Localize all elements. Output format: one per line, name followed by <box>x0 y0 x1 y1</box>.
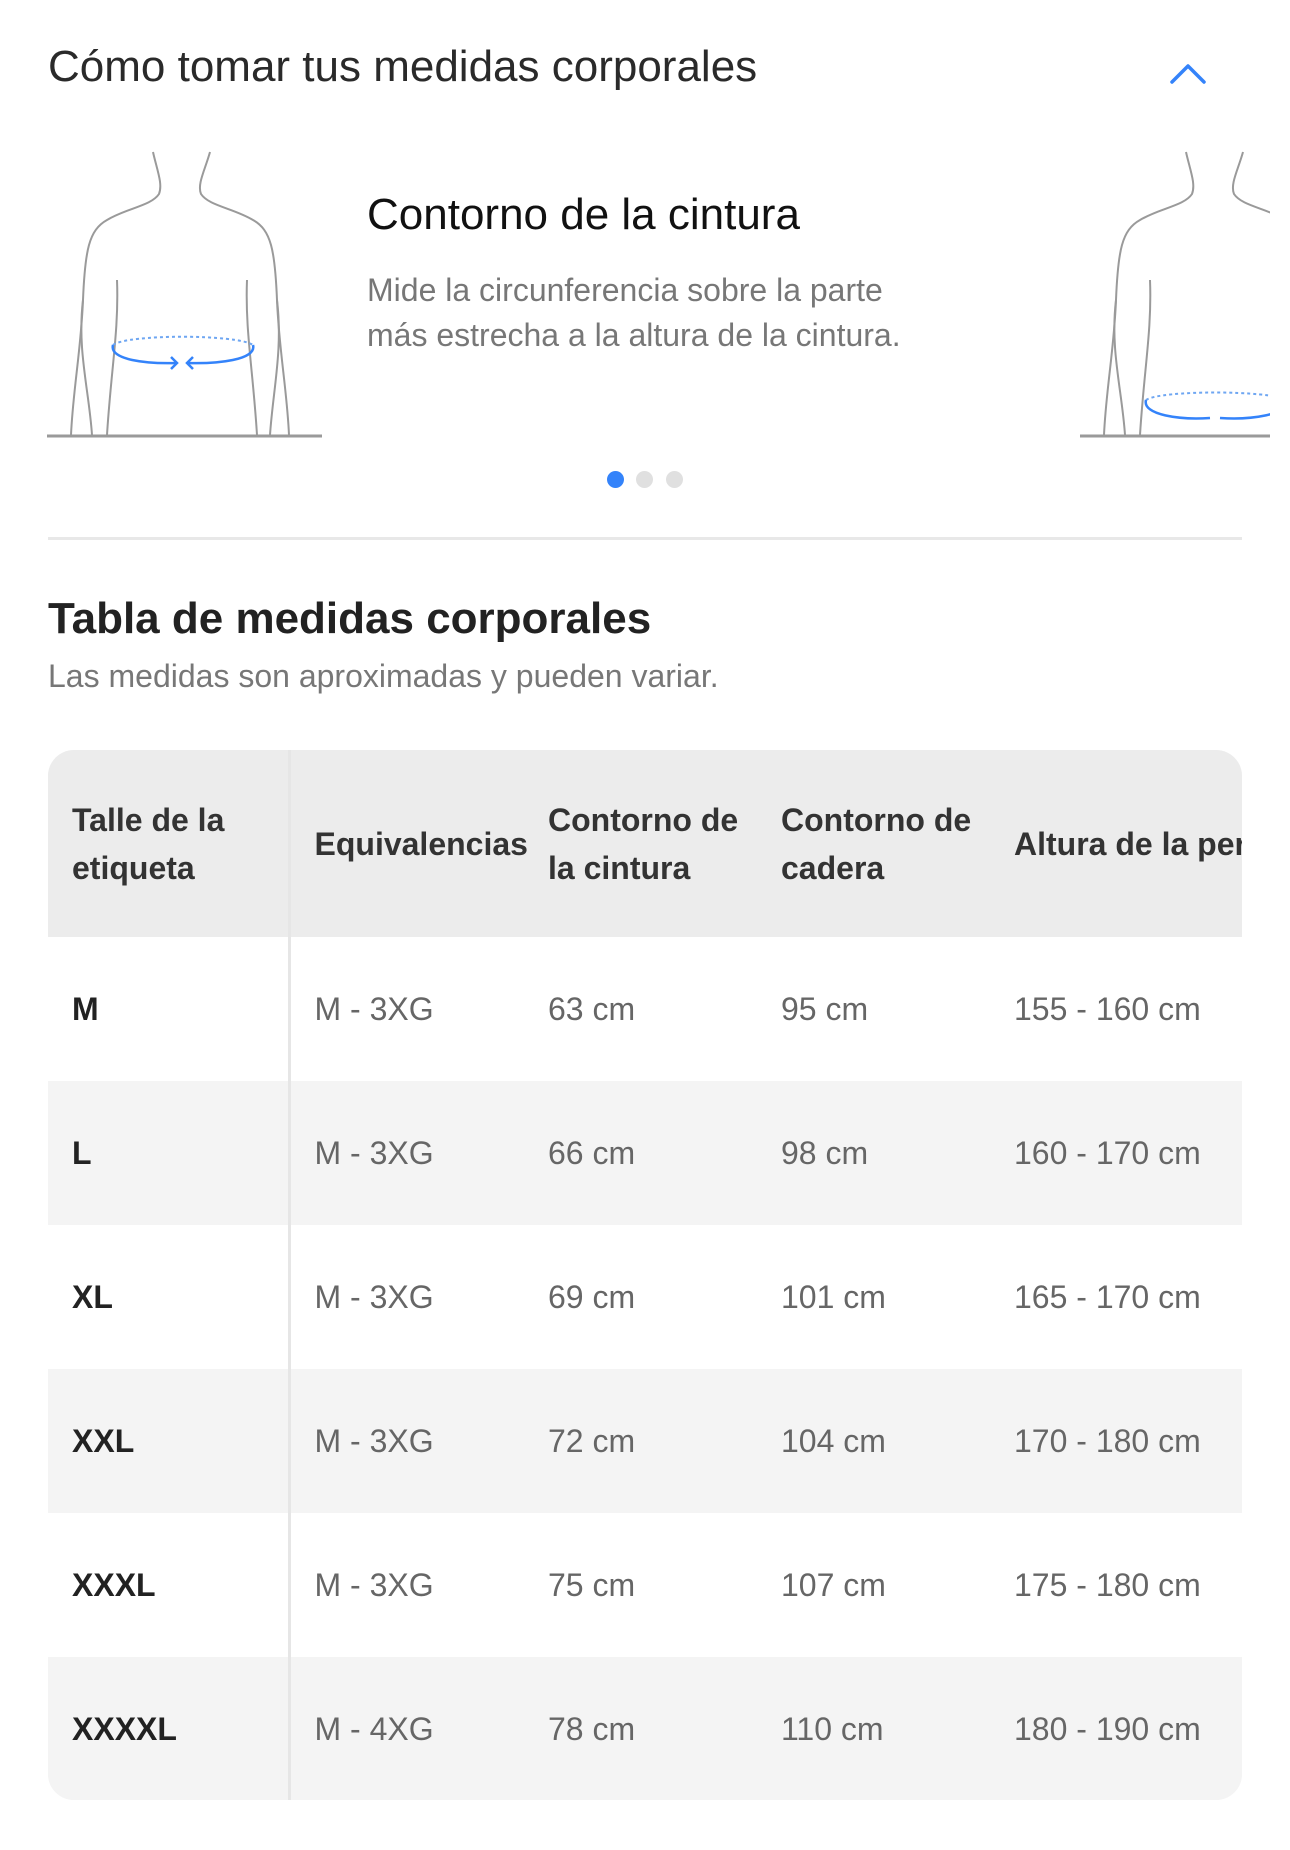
header-equivalences: Equivalencias <box>289 750 528 937</box>
table-row: XXXL M - 3XG 75 cm 107 cm 175 - 180 cm <box>48 1513 1242 1657</box>
cell-hip: 110 cm <box>757 1657 990 1800</box>
cell-label-size: XXXL <box>48 1513 291 1657</box>
cell-hip: 101 cm <box>757 1225 990 1369</box>
table-row: XL M - 3XG 69 cm 101 cm 165 - 170 cm <box>48 1225 1242 1369</box>
cell-equivalence: M - 3XG <box>289 1225 524 1369</box>
cell-waist: 72 cm <box>524 1369 757 1513</box>
carousel-dot-2[interactable] <box>636 471 653 488</box>
header-label-size: Talle de la etiqueta <box>48 750 291 937</box>
size-table[interactable]: Talle de la etiqueta Equivalencias Conto… <box>48 750 1242 1800</box>
slide-description: Mide la circunferencia sobre la parte má… <box>367 272 901 353</box>
cell-hip: 104 cm <box>757 1369 990 1513</box>
cell-waist: 69 cm <box>524 1225 757 1369</box>
cell-waist: 75 cm <box>524 1513 757 1657</box>
cell-height: 160 - 170 cm <box>990 1081 1242 1225</box>
cell-hip: 98 cm <box>757 1081 990 1225</box>
header-waist: Contorno de la cintura <box>524 750 757 937</box>
cell-waist: 63 cm <box>524 937 757 1081</box>
cell-equivalence: M - 3XG <box>289 937 524 1081</box>
chevron-up-icon[interactable] <box>1168 58 1208 88</box>
cell-label-size: XL <box>48 1225 291 1369</box>
cell-waist: 66 cm <box>524 1081 757 1225</box>
cell-label-size: XXL <box>48 1369 291 1513</box>
carousel-dot-1[interactable] <box>607 471 624 488</box>
header-hip: Contorno de cadera <box>757 750 990 937</box>
cell-equivalence: M - 3XG <box>289 1369 524 1513</box>
cell-equivalence: M - 4XG <box>289 1657 524 1800</box>
cell-hip: 95 cm <box>757 937 990 1081</box>
page-title: Cómo tomar tus medidas corporales <box>48 42 758 91</box>
size-table-subtitle: Las medidas son aproximadas y pueden var… <box>48 658 719 694</box>
waist-body-illustration <box>47 150 322 445</box>
section-divider <box>48 537 1242 540</box>
header-height: Altura de la persona <box>990 750 1242 937</box>
cell-equivalence: M - 3XG <box>289 1513 524 1657</box>
table-row: XXXXL M - 4XG 78 cm 110 cm 180 - 190 cm <box>48 1657 1242 1800</box>
cell-height: 175 - 180 cm <box>990 1513 1242 1657</box>
table-row: XXL M - 3XG 72 cm 104 cm 170 - 180 cm <box>48 1369 1242 1513</box>
hip-body-illustration <box>1080 150 1270 440</box>
cell-waist: 78 cm <box>524 1657 757 1800</box>
carousel-dot-3[interactable] <box>666 471 683 488</box>
cell-height: 170 - 180 cm <box>990 1369 1242 1513</box>
cell-equivalence: M - 3XG <box>289 1081 524 1225</box>
cell-label-size: L <box>48 1081 291 1225</box>
table-header-row: Talle de la etiqueta Equivalencias Conto… <box>48 750 1242 937</box>
cell-hip: 107 cm <box>757 1513 990 1657</box>
cell-label-size: M <box>48 937 291 1081</box>
slide-title: Contorno de la cintura <box>367 190 800 239</box>
cell-label-size: XXXXL <box>48 1657 291 1800</box>
cell-height: 155 - 160 cm <box>990 937 1242 1081</box>
size-table-title: Tabla de medidas corporales <box>48 594 652 643</box>
cell-height: 165 - 170 cm <box>990 1225 1242 1369</box>
cell-height: 180 - 190 cm <box>990 1657 1242 1800</box>
